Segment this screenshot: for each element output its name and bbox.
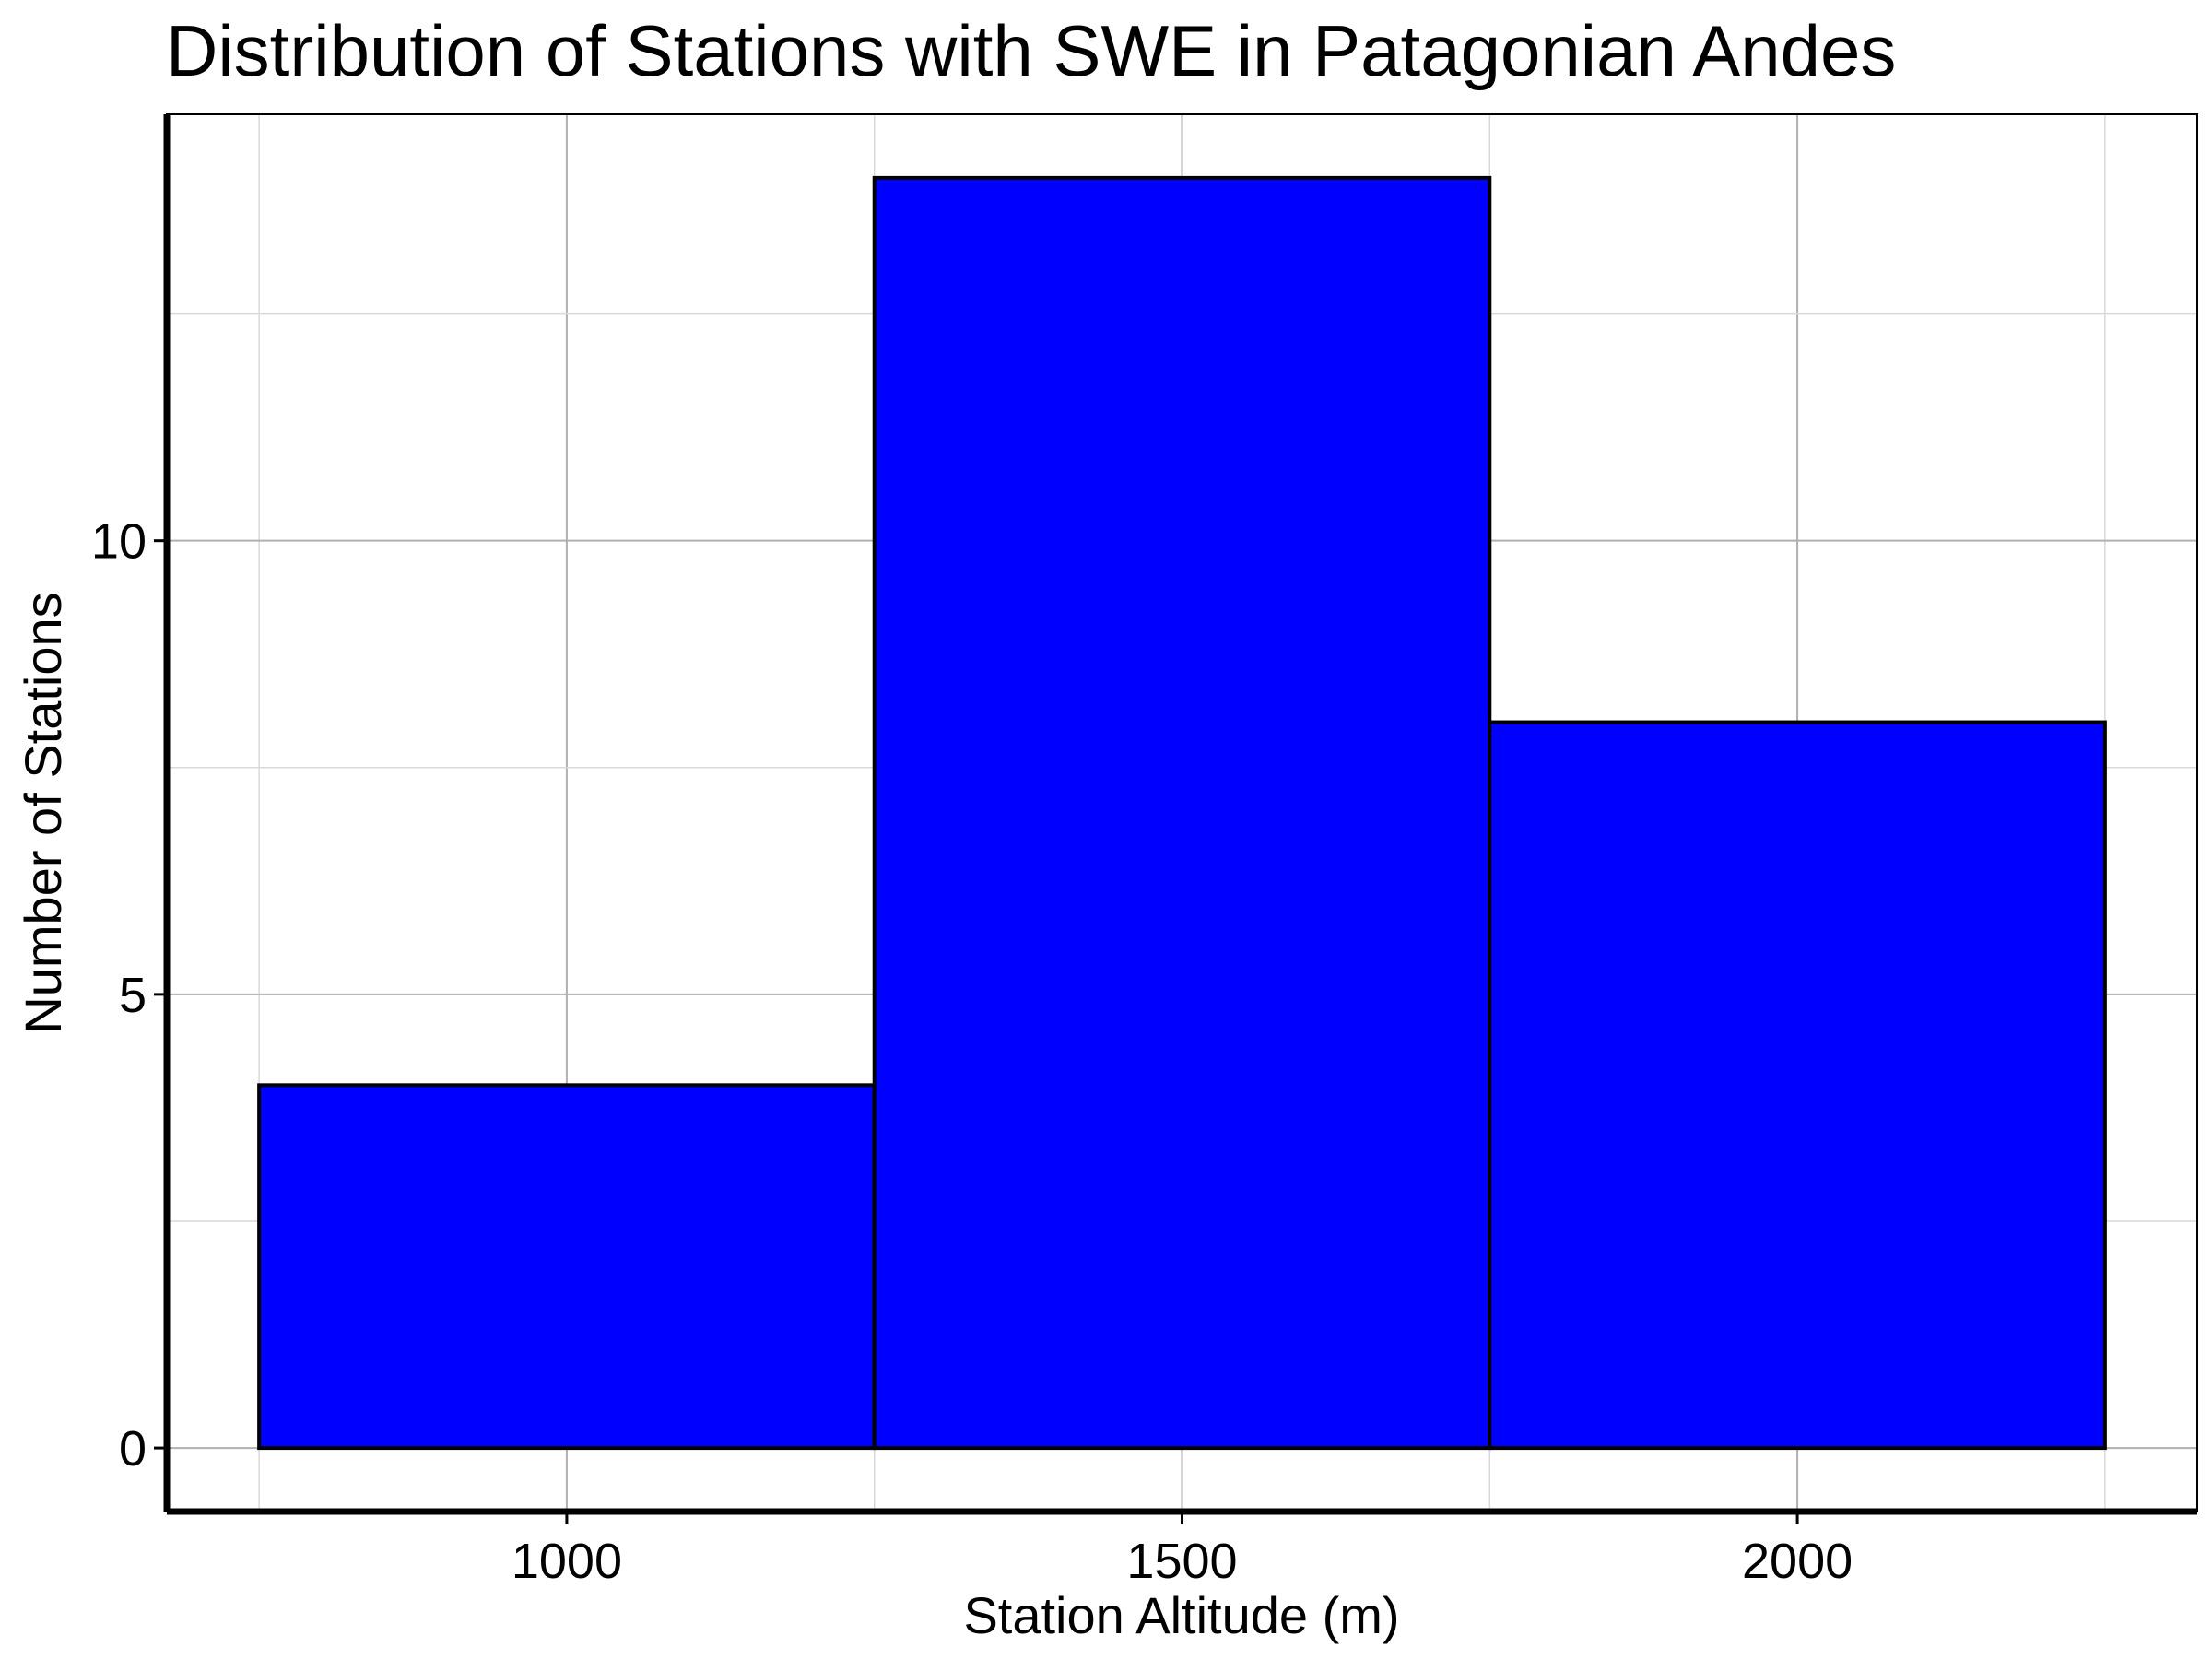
histogram-bar	[257, 1083, 877, 1451]
x-tick-label: 1000	[512, 1534, 622, 1589]
histogram-bar	[872, 175, 1492, 1451]
chart-title: Distribution of Stations with SWE in Pat…	[166, 10, 1896, 91]
y-axis-label: Number of Stations	[14, 592, 72, 1033]
x-tick-label: 1500	[1126, 1534, 1237, 1589]
x-axis-label: Station Altitude (m)	[963, 1586, 1399, 1644]
y-tick-label: 5	[119, 968, 147, 1023]
y-tick-label: 0	[119, 1421, 147, 1477]
axis-ticks: 1000 1500 2000 0 5 10	[91, 514, 1853, 1589]
bars	[257, 175, 2107, 1451]
histogram-bar	[1488, 720, 2107, 1451]
y-tick-label: 10	[91, 514, 147, 570]
x-tick-label: 2000	[1742, 1534, 1853, 1589]
